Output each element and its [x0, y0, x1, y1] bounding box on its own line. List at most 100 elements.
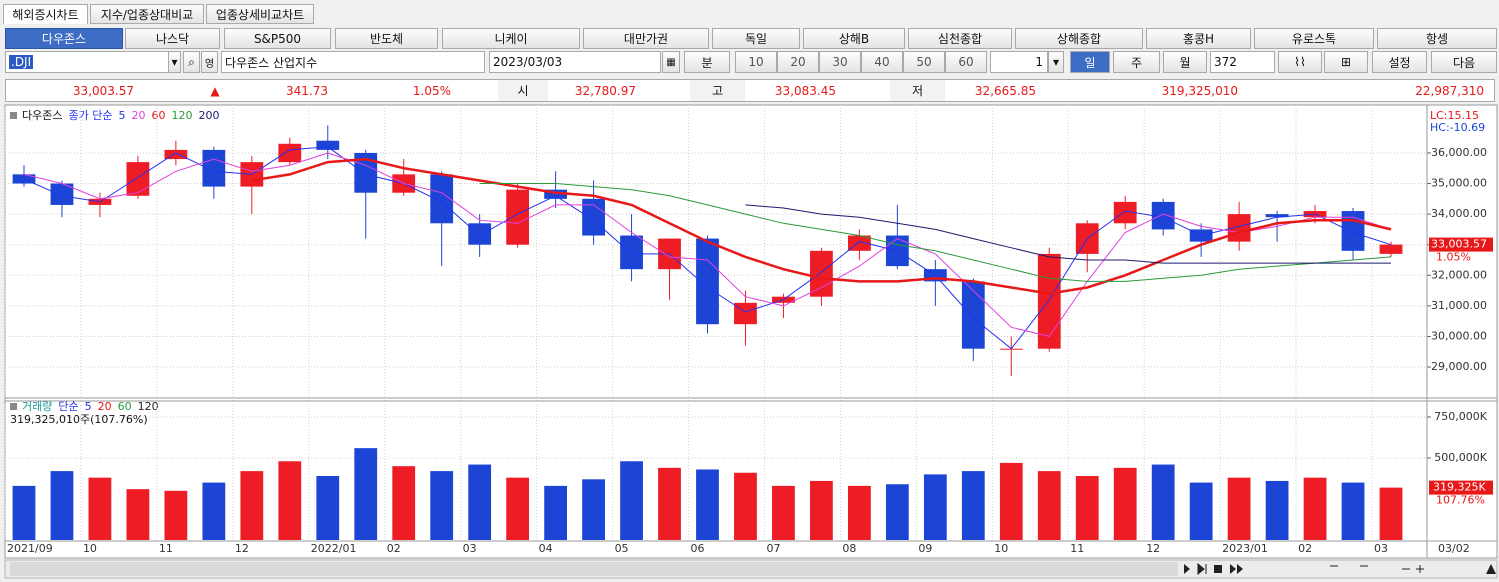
- open-price: 32,780.97: [574, 83, 636, 98]
- period-button[interactable]: 일: [1070, 51, 1110, 73]
- price-tag: [1429, 237, 1493, 252]
- market-button[interactable]: 유로스톡: [1254, 28, 1374, 49]
- open-label: 시: [498, 80, 548, 101]
- market-button[interactable]: 다우존스: [5, 28, 123, 49]
- volume: 319,325,010: [1161, 83, 1238, 98]
- market-button[interactable]: S&P500: [224, 28, 331, 49]
- volume-bar: [392, 466, 416, 540]
- change-rate: 1.05%: [412, 83, 451, 98]
- last-price: 33,003.57: [72, 83, 134, 98]
- minute-button[interactable]: 50: [903, 51, 945, 73]
- y-tick-label: 31,000.00: [1431, 299, 1487, 312]
- symbol-input[interactable]: .DJI: [5, 51, 169, 73]
- market-button[interactable]: 심천종합: [908, 28, 1012, 49]
- period-button[interactable]: 월: [1163, 51, 1207, 73]
- market-button[interactable]: 상해B: [803, 28, 905, 49]
- volume-bar: [620, 461, 643, 540]
- count-select[interactable]: 1: [990, 51, 1048, 73]
- y-tick-label: 35,000.00: [1431, 177, 1487, 190]
- high-price: 33,083.45: [774, 83, 836, 98]
- market-button[interactable]: 홍콩H: [1146, 28, 1251, 49]
- market-button[interactable]: 상해종합: [1015, 28, 1143, 49]
- volume-bar: [430, 471, 454, 540]
- legend-entry: 5: [118, 109, 125, 122]
- scroll-thumb[interactable]: [10, 562, 1178, 576]
- candle-body: [734, 302, 757, 325]
- volume-bar: [923, 474, 947, 540]
- volume-bar: [50, 471, 74, 540]
- y-tick-label: 29,000.00: [1431, 360, 1487, 373]
- settings-button[interactable]: 설정: [1372, 51, 1427, 73]
- volume-bar: [1151, 464, 1175, 540]
- count-input[interactable]: 372: [1210, 51, 1275, 73]
- candle-body: [316, 140, 340, 150]
- market-button[interactable]: 독일: [712, 28, 800, 49]
- moving-average-line: [23, 152, 1392, 337]
- market-button[interactable]: 항셍: [1377, 28, 1497, 49]
- volume-bar: [1341, 482, 1365, 540]
- x-tick-label: 10: [83, 542, 97, 555]
- unit-button[interactable]: 분: [684, 51, 730, 73]
- change-tag-label: 1.05%: [1436, 251, 1471, 264]
- volume-bar: [658, 467, 681, 540]
- volume-bar: [1303, 477, 1327, 540]
- volume-bar: [1037, 471, 1061, 540]
- volume-bar: [810, 480, 833, 540]
- search-button[interactable]: ⌕: [183, 51, 200, 73]
- candle-body: [620, 235, 643, 270]
- market-button[interactable]: 대만가권: [583, 28, 709, 49]
- legend-prefix: 단순: [58, 400, 78, 413]
- volume-tag: [1429, 480, 1493, 495]
- tab[interactable]: 업종상세비교차트: [206, 4, 314, 24]
- moving-average-line: [745, 204, 1391, 264]
- next-button[interactable]: 다음: [1431, 51, 1497, 73]
- low-label: 저: [890, 80, 945, 101]
- bar-tool[interactable]: ⊞: [1324, 51, 1368, 73]
- dropdown[interactable]: ▾: [168, 51, 181, 73]
- scroll-controls[interactable]: [1184, 562, 1496, 576]
- name-input: 다우존스 산업지수: [221, 51, 485, 73]
- y-tick-label: 30,000.00: [1431, 329, 1487, 342]
- candle-body: [961, 281, 985, 349]
- volume-bar: [354, 448, 378, 540]
- x-tick-label: 05: [615, 542, 629, 555]
- volume-bar: [582, 479, 605, 540]
- market-button[interactable]: 니케이: [442, 28, 580, 49]
- candle-body: [582, 198, 605, 236]
- moving-average-line: [251, 157, 1392, 295]
- line-tool[interactable]: ⌇⌇: [1278, 51, 1322, 73]
- volume-bar: [734, 472, 757, 540]
- legend-icon: [10, 403, 17, 410]
- calendar-button[interactable]: ▦: [662, 51, 680, 73]
- high-label: 고: [690, 80, 745, 101]
- volume-bar: [772, 485, 795, 540]
- volume-bar: [1075, 476, 1099, 540]
- moving-average-line: [23, 146, 1392, 350]
- legend-title: 다우존스: [22, 109, 62, 122]
- minute-button[interactable]: 10: [735, 51, 777, 73]
- lang-button[interactable]: 영: [201, 51, 218, 73]
- period-button[interactable]: 주: [1113, 51, 1160, 73]
- minute-button[interactable]: 30: [819, 51, 861, 73]
- tab[interactable]: 지수/업종상대비교: [90, 4, 204, 24]
- volume-bar: [999, 462, 1023, 540]
- minute-button[interactable]: 60: [945, 51, 987, 73]
- legend-entry: 200: [198, 109, 219, 122]
- legend: 다우존스 종가 단순 5 20 60 120 200: [22, 109, 219, 122]
- date-input[interactable]: 2023/03/03: [489, 51, 661, 73]
- minute-button[interactable]: 40: [861, 51, 903, 73]
- x-tick-label: 2022/01: [311, 542, 357, 555]
- hc-label: HC:-10.69: [1430, 121, 1485, 134]
- candle-body: [1151, 201, 1175, 230]
- volume-bar: [12, 485, 36, 540]
- candle-body: [1265, 214, 1289, 218]
- x-tick-label: 2021/09: [7, 542, 53, 555]
- x-tick-label: 02: [1298, 542, 1312, 555]
- candle-body: [50, 183, 74, 205]
- market-button[interactable]: 나스닥: [125, 28, 220, 49]
- candle-body: [810, 250, 833, 297]
- minute-button[interactable]: 20: [777, 51, 819, 73]
- dropdown[interactable]: ▾: [1048, 51, 1064, 73]
- tab[interactable]: 해외증시차트: [3, 4, 88, 24]
- market-button[interactable]: 반도체: [335, 28, 438, 49]
